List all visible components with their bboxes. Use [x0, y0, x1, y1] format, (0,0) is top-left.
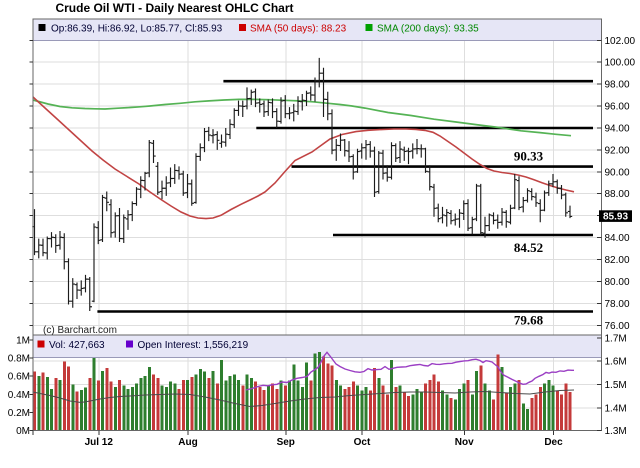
- svg-text:92.00: 92.00: [605, 145, 630, 156]
- svg-text:1.6M: 1.6M: [605, 357, 627, 368]
- svg-text:Vol: 427,663: Vol: 427,663: [49, 340, 105, 351]
- svg-text:1M: 1M: [16, 336, 30, 347]
- svg-text:84.00: 84.00: [605, 233, 630, 244]
- svg-text:SMA (50 days): 88.23: SMA (50 days): 88.23: [250, 24, 347, 35]
- svg-text:Crude Oil WTI - Daily Nearest: Crude Oil WTI - Daily Nearest OHLC Chart: [55, 1, 293, 15]
- svg-text:90.33: 90.33: [514, 149, 544, 164]
- svg-text:0.8M: 0.8M: [8, 354, 30, 365]
- svg-text:Nov: Nov: [455, 437, 474, 448]
- svg-text:88.00: 88.00: [605, 189, 630, 200]
- svg-text:Aug: Aug: [178, 437, 197, 448]
- svg-text:0M: 0M: [16, 426, 30, 437]
- svg-text:0.2M: 0.2M: [8, 408, 30, 419]
- svg-text:Open Interest: 1,556,219: Open Interest: 1,556,219: [138, 340, 249, 351]
- svg-text:102.00: 102.00: [605, 36, 636, 47]
- svg-text:1.5M: 1.5M: [605, 380, 627, 391]
- svg-text:79.68: 79.68: [514, 313, 544, 328]
- svg-text:84.52: 84.52: [514, 240, 543, 255]
- svg-text:78.00: 78.00: [605, 299, 630, 310]
- svg-text:Oct: Oct: [354, 437, 371, 448]
- svg-text:0.6M: 0.6M: [8, 372, 30, 383]
- svg-text:94.00: 94.00: [605, 123, 630, 134]
- svg-text:85.93: 85.93: [603, 211, 628, 222]
- svg-text:Sep: Sep: [277, 437, 295, 448]
- svg-text:(c) Barchart.com: (c) Barchart.com: [43, 325, 117, 336]
- svg-text:SMA (200 days): 93.35: SMA (200 days): 93.35: [377, 24, 479, 35]
- svg-text:100.00: 100.00: [605, 58, 636, 69]
- svg-text:98.00: 98.00: [605, 80, 630, 91]
- svg-text:Op:86.39, Hi:86.92, Lo:85.77,: Op:86.39, Hi:86.92, Lo:85.77, Cl:85.93: [51, 24, 223, 35]
- svg-text:90.00: 90.00: [605, 167, 630, 178]
- svg-text:0.4M: 0.4M: [8, 390, 30, 401]
- svg-text:Jul 12: Jul 12: [85, 437, 114, 448]
- svg-text:82.00: 82.00: [605, 255, 630, 266]
- svg-text:96.00: 96.00: [605, 102, 630, 113]
- svg-text:76.00: 76.00: [605, 321, 630, 332]
- svg-text:80.00: 80.00: [605, 277, 630, 288]
- svg-text:1.3M: 1.3M: [605, 426, 627, 437]
- svg-text:1.7M: 1.7M: [605, 334, 627, 345]
- svg-text:Dec: Dec: [544, 437, 563, 448]
- svg-text:1.4M: 1.4M: [605, 404, 627, 415]
